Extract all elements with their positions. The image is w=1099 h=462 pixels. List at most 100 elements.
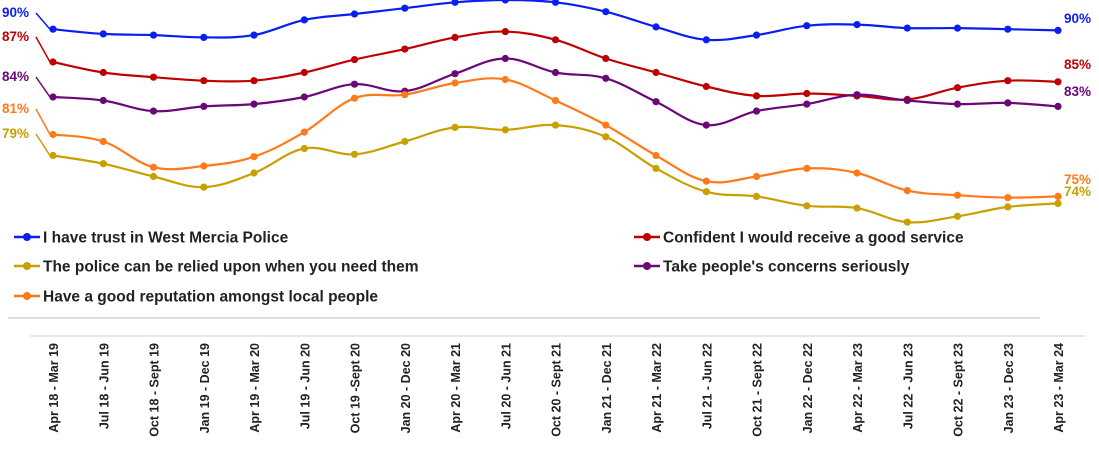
data-point-1-11 [602,54,610,63]
data-point-0-2 [149,31,158,39]
data-point-2-9 [501,126,509,134]
data-point-2-0 [49,151,57,160]
legend-item-0: I have trust in West Mercia Police [14,230,289,247]
x-tick-label-8: Apr 20 - Mar 21 [449,343,463,433]
legend-label-2: The police can be relied upon when you n… [43,259,419,276]
data-point-0-20 [1054,26,1062,34]
data-point-3-16 [853,91,861,99]
data-point-4-10 [551,96,560,105]
data-point-1-14 [752,92,761,100]
data-point-2-6 [350,150,359,158]
legend-item-4: Have a good reputation amongst local peo… [14,289,378,306]
data-point-2-16 [853,204,861,212]
data-point-1-9 [501,28,509,36]
x-axis: Apr 18 - Mar 19 Jul 18 - Jun 19 Oct 18 - S… [47,343,1066,437]
x-tick-label-2: Oct 18 - Sept 19 [148,343,162,437]
x-tick-label-20: Apr 23 - Mar 24 [1052,343,1066,433]
data-point-3-2 [149,107,158,115]
x-tick-label-5: Jul 19 - Jun 20 [298,343,312,429]
data-point-3-10 [551,68,560,77]
legend-item-2: The police can be relied upon when you n… [14,259,419,276]
data-point-1-12 [652,68,660,77]
data-point-0-14 [752,31,761,39]
data-point-4-16 [853,169,861,177]
data-point-1-1 [99,68,107,77]
value-labels: 90% 90% 87% 85% 79% 74% 84% 83% 81% 75% [2,5,1091,199]
data-point-4-13 [702,177,710,185]
data-point-2-13 [702,188,710,196]
x-tick-label-1: Jul 18 - Jun 19 [97,343,111,429]
x-tick-label-7: Jan 20 - Dec 20 [399,343,413,433]
data-point-4-18 [953,191,962,199]
data-point-2-3 [200,183,208,191]
data-point-3-8 [451,70,459,78]
end-value-label-2: 74% [1064,184,1091,199]
data-point-2-4 [250,169,258,177]
data-point-4-2 [149,163,158,171]
legend-label-4: Have a good reputation amongst local peo… [43,289,378,306]
data-point-0-8 [451,0,459,6]
legend-item-1: Confident I would receive a good service [634,230,964,247]
data-point-1-20 [1054,78,1062,86]
data-point-3-15 [803,100,811,108]
data-point-3-12 [652,98,660,106]
data-point-0-11 [602,8,610,16]
end-value-label-4: 75% [1064,172,1091,187]
data-point-3-13 [702,121,710,129]
data-point-2-10 [551,121,560,129]
data-point-4-1 [99,137,107,146]
data-point-4-17 [903,187,911,195]
series-points [49,0,1062,226]
data-point-1-7 [401,45,409,53]
data-point-4-11 [602,121,610,129]
data-point-2-1 [99,160,107,168]
data-point-3-5 [300,93,308,101]
data-point-4-7 [401,91,409,99]
x-tick-label-16: Apr 22 - Mar 23 [851,343,865,433]
data-point-2-20 [1054,199,1062,207]
legend-swatch-marker-0 [23,233,31,241]
data-point-1-13 [702,82,710,91]
data-point-2-15 [803,202,811,210]
legend-swatch-marker-3 [643,262,651,270]
x-tick-label-11: Jan 21 - Dec 21 [600,343,614,433]
x-tick-label-4: Apr 19 - Mar 20 [248,343,262,433]
legend: I have trust in West Mercia Police Confid… [14,230,964,306]
data-point-1-5 [300,68,308,77]
start-value-label-3: 84% [2,69,29,84]
data-point-4-9 [501,75,509,84]
data-point-3-19 [1004,99,1012,107]
end-value-label-3: 83% [1064,84,1091,99]
data-point-2-14 [752,192,761,200]
data-point-0-13 [702,36,710,44]
data-point-3-9 [501,54,509,63]
data-point-1-6 [350,56,359,64]
data-point-4-6 [350,94,359,102]
data-point-1-19 [1004,77,1012,85]
data-point-2-7 [401,137,409,146]
data-point-0-18 [953,24,962,32]
legend-label-0: I have trust in West Mercia Police [43,230,289,247]
start-label-leader-1 [35,36,51,63]
data-point-1-10 [551,36,560,44]
data-point-0-5 [300,16,308,24]
x-tick-label-19: Jan 23 - Dec 23 [1002,343,1016,433]
data-point-1-4 [250,77,258,85]
data-point-4-5 [300,128,308,136]
start-value-label-1: 87% [2,29,29,44]
data-point-3-3 [200,102,208,110]
x-tick-label-13: Jul 21 - Jun 22 [700,343,714,429]
data-point-1-0 [49,58,57,66]
data-point-0-7 [401,4,409,12]
data-point-4-20 [1054,192,1062,200]
data-point-3-4 [250,100,258,108]
data-point-1-18 [953,84,962,92]
start-label-leader-0 [35,12,51,30]
data-point-1-8 [451,33,459,42]
data-point-3-0 [49,93,57,101]
data-point-0-4 [250,31,258,39]
data-point-3-11 [602,74,610,82]
x-tick-label-14: Oct 21 - Sept 22 [751,343,765,437]
data-point-0-6 [350,10,359,18]
